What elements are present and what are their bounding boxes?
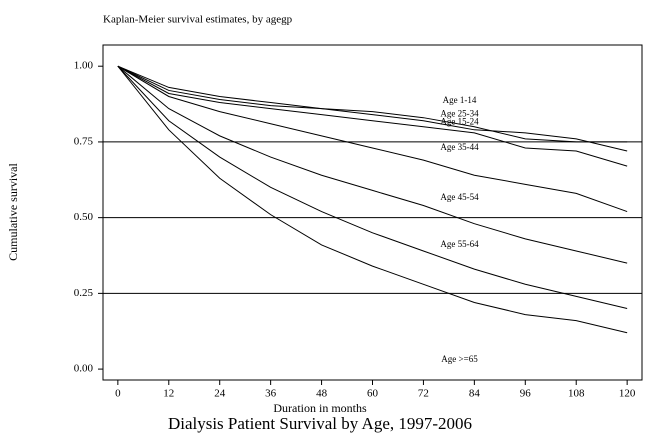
survival-curve (117, 65, 628, 264)
x-tick-label: 12 (163, 388, 174, 400)
y-axis-label: Cumulative survival (6, 163, 20, 261)
curve-label: Age 35-44 (440, 142, 479, 152)
curve-label: Age >=65 (441, 354, 478, 364)
y-tick-label: 0.75 (74, 135, 94, 147)
x-tick-label: 96 (520, 388, 532, 400)
survival-curve (117, 65, 628, 143)
survival-curve (117, 65, 628, 152)
survival-curve (117, 65, 628, 213)
y-tick-label: 1.00 (74, 60, 94, 72)
curve-label: Age 25-34 (440, 109, 479, 119)
curve-label: Age 55-64 (440, 239, 479, 249)
y-tick-label: 0.25 (74, 287, 94, 299)
x-tick-label: 0 (115, 388, 121, 400)
y-tick-label: 0.50 (74, 211, 94, 223)
curve-label: Age 1-14 (443, 95, 477, 105)
survival-curve (117, 65, 628, 167)
x-axis-label: Duration in months (273, 401, 367, 415)
x-tick-label: 36 (265, 388, 277, 400)
x-tick-label: 48 (316, 388, 328, 400)
x-tick-label: 84 (469, 388, 481, 400)
x-tick-label: 120 (619, 388, 636, 400)
curve-label: Age 15-24 (440, 116, 479, 126)
x-tick-label: 72 (418, 388, 429, 400)
survival-curve (117, 65, 628, 334)
survival-curve (117, 65, 628, 310)
x-tick-label: 24 (214, 388, 226, 400)
plot-frame (102, 44, 643, 381)
chart-title: Kaplan-Meier survival estimates, by ageg… (103, 14, 293, 26)
curve-label: Age 45-54 (440, 192, 479, 202)
x-tick-label: 60 (367, 388, 379, 400)
caption: Dialysis Patient Survival by Age, 1997-2… (168, 414, 472, 433)
x-tick-label: 108 (568, 388, 585, 400)
y-tick-label: 0.00 (74, 363, 94, 375)
